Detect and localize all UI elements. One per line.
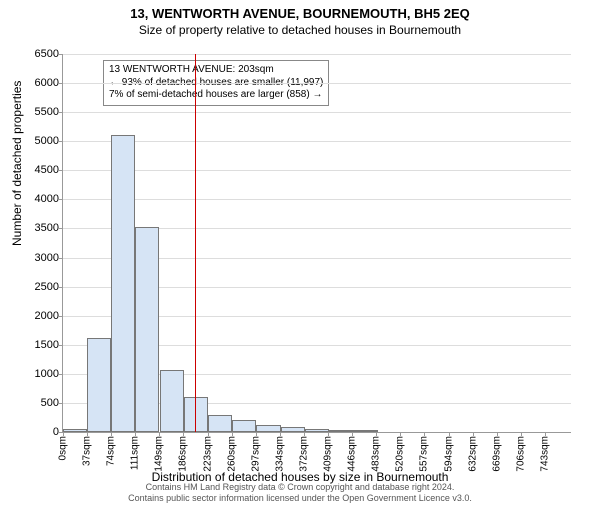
- ytick-mark: [59, 345, 63, 346]
- ytick-mark: [59, 199, 63, 200]
- footer-attribution: Contains HM Land Registry data © Crown c…: [0, 482, 600, 504]
- chart-container: 13, WENTWORTH AVENUE, BOURNEMOUTH, BH5 2…: [0, 6, 600, 506]
- xtick-label: 520sqm: [395, 436, 406, 472]
- title-sub: Size of property relative to detached ho…: [0, 23, 600, 37]
- ytick-mark: [59, 374, 63, 375]
- ytick-label: 4500: [35, 164, 59, 176]
- xtick-label: 594sqm: [443, 436, 454, 472]
- gridline: [63, 112, 571, 113]
- ytick-label: 1500: [35, 339, 59, 351]
- ytick-label: 5000: [35, 135, 59, 147]
- reference-vline: [195, 54, 196, 432]
- xtick-label: 297sqm: [250, 436, 261, 472]
- bar: [63, 429, 87, 432]
- xtick-label: 557sqm: [419, 436, 430, 472]
- bar: [208, 415, 232, 432]
- xtick-label: 37sqm: [82, 436, 93, 466]
- xtick-label: 260sqm: [226, 436, 237, 472]
- y-axis-label: Number of detached properties: [10, 81, 24, 246]
- annotation-line: 7% of semi-detached houses are larger (8…: [109, 89, 323, 102]
- ytick-label: 500: [41, 397, 59, 409]
- xtick-label: 223sqm: [202, 436, 213, 472]
- bar: [87, 338, 111, 432]
- bar: [160, 370, 184, 432]
- ytick-label: 2500: [35, 281, 59, 293]
- ytick-mark: [59, 316, 63, 317]
- bar: [111, 135, 135, 432]
- ytick-mark: [59, 258, 63, 259]
- xtick-label: 0sqm: [58, 436, 69, 460]
- xtick-label: 483sqm: [371, 436, 382, 472]
- gridline: [63, 83, 571, 84]
- xtick-label: 706sqm: [515, 436, 526, 472]
- ytick-mark: [59, 170, 63, 171]
- ytick-mark: [59, 403, 63, 404]
- gridline: [63, 199, 571, 200]
- bar: [256, 425, 280, 432]
- ytick-mark: [59, 83, 63, 84]
- xtick-label: 669sqm: [491, 436, 502, 472]
- ytick-mark: [59, 54, 63, 55]
- bar: [281, 427, 305, 432]
- ytick-label: 2000: [35, 310, 59, 322]
- xtick-label: 111sqm: [130, 436, 141, 470]
- annotation-line: 13 WENTWORTH AVENUE: 203sqm: [109, 64, 323, 77]
- ytick-label: 6000: [35, 77, 59, 89]
- ytick-label: 1000: [35, 368, 59, 380]
- ytick-mark: [59, 141, 63, 142]
- bar: [353, 430, 377, 432]
- gridline: [63, 54, 571, 55]
- bar: [329, 430, 353, 432]
- ytick-label: 5500: [35, 106, 59, 118]
- xtick-label: 186sqm: [178, 436, 189, 472]
- ytick-mark: [59, 228, 63, 229]
- xtick-label: 409sqm: [323, 436, 334, 472]
- bar: [305, 429, 329, 432]
- footer-line: Contains public sector information licen…: [0, 493, 600, 504]
- ytick-label: 6500: [35, 48, 59, 60]
- xtick-label: 372sqm: [298, 436, 309, 472]
- xtick-label: 446sqm: [347, 436, 358, 472]
- xtick-label: 149sqm: [154, 436, 165, 472]
- ytick-mark: [59, 112, 63, 113]
- ytick-label: 3500: [35, 222, 59, 234]
- gridline: [63, 141, 571, 142]
- bar: [135, 227, 159, 432]
- xtick-label: 334sqm: [274, 436, 285, 472]
- xtick-label: 74sqm: [106, 436, 117, 466]
- bar: [232, 420, 256, 432]
- ytick-label: 4000: [35, 193, 59, 205]
- title-main: 13, WENTWORTH AVENUE, BOURNEMOUTH, BH5 2…: [0, 6, 600, 21]
- gridline: [63, 170, 571, 171]
- xtick-label: 743sqm: [539, 436, 550, 472]
- ytick-label: 3000: [35, 252, 59, 264]
- xtick-label: 632sqm: [467, 436, 478, 472]
- chart-plot-area: 13 WENTWORTH AVENUE: 203sqm ← 93% of det…: [62, 54, 571, 433]
- footer-line: Contains HM Land Registry data © Crown c…: [0, 482, 600, 493]
- ytick-mark: [59, 287, 63, 288]
